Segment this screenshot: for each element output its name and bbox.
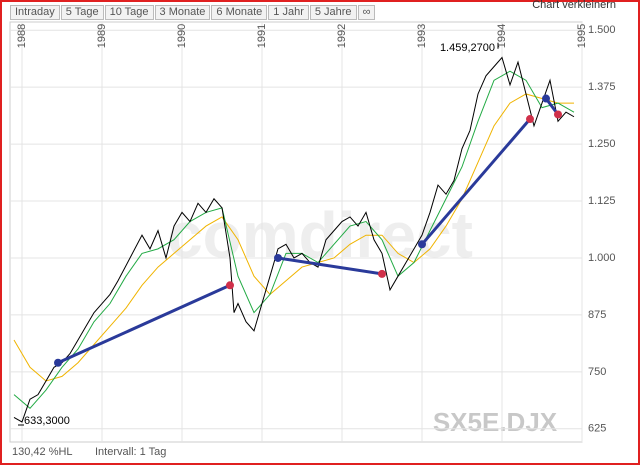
x-tick-label: 1995	[576, 24, 588, 48]
range-button[interactable]: 6 Monate	[211, 5, 268, 20]
shrink-link[interactable]: Chart verkleinern	[532, 0, 616, 11]
footer-range: 130,42 %HL	[12, 446, 73, 458]
trend-point	[274, 253, 282, 262]
trend-point	[542, 94, 550, 103]
trend-point	[554, 110, 562, 119]
y-tick-label: 1.500	[588, 24, 616, 36]
footer-interval: Intervall: 1 Tag	[95, 446, 166, 458]
y-tick-label: 625	[588, 423, 606, 435]
range-button[interactable]: 5 Jahre	[309, 5, 357, 20]
x-tick-label: 1991	[256, 24, 268, 48]
range-button[interactable]: 1 Jahr	[268, 5, 309, 20]
x-tick-label: 1994	[496, 24, 508, 48]
trend-line	[420, 118, 532, 246]
trend-line	[57, 283, 231, 365]
x-tick-label: 1988	[16, 24, 28, 48]
y-tick-label: 1.125	[588, 195, 616, 207]
range-button[interactable]: ∞	[357, 5, 376, 20]
range-button[interactable]: 3 Monate	[154, 5, 211, 20]
x-tick-label: 1990	[176, 24, 188, 48]
trend-point	[54, 358, 62, 367]
y-tick-label: 875	[588, 309, 606, 321]
trend-point	[226, 281, 234, 290]
range-button[interactable]: Intraday	[10, 5, 60, 20]
x-tick-label: 1993	[416, 24, 428, 48]
y-tick-label: 1.250	[588, 138, 616, 150]
annotation: 633,3000	[24, 415, 70, 427]
price-line	[13, 70, 575, 409]
trend-point	[378, 269, 386, 278]
toolbar: Intraday 5 Tage 10 Tage 3 Monate 6 Monate 1 J…	[10, 5, 376, 20]
range-button[interactable]: 5 Tage	[60, 5, 104, 20]
symbol: SX5E.DJX	[433, 407, 558, 437]
y-tick-label: 1.375	[588, 81, 616, 93]
trend-line	[277, 256, 383, 276]
trend-point	[526, 115, 534, 124]
y-tick-label: 1.000	[588, 252, 616, 264]
range-button[interactable]: 10 Tage	[104, 5, 154, 20]
annotation: 1.459,2700	[440, 42, 495, 54]
y-tick-label: 750	[588, 366, 606, 378]
trend-point	[418, 240, 426, 249]
price-line	[13, 93, 574, 382]
x-tick-label: 1992	[336, 24, 348, 48]
x-tick-label: 1989	[96, 24, 108, 48]
price-line	[13, 56, 575, 423]
